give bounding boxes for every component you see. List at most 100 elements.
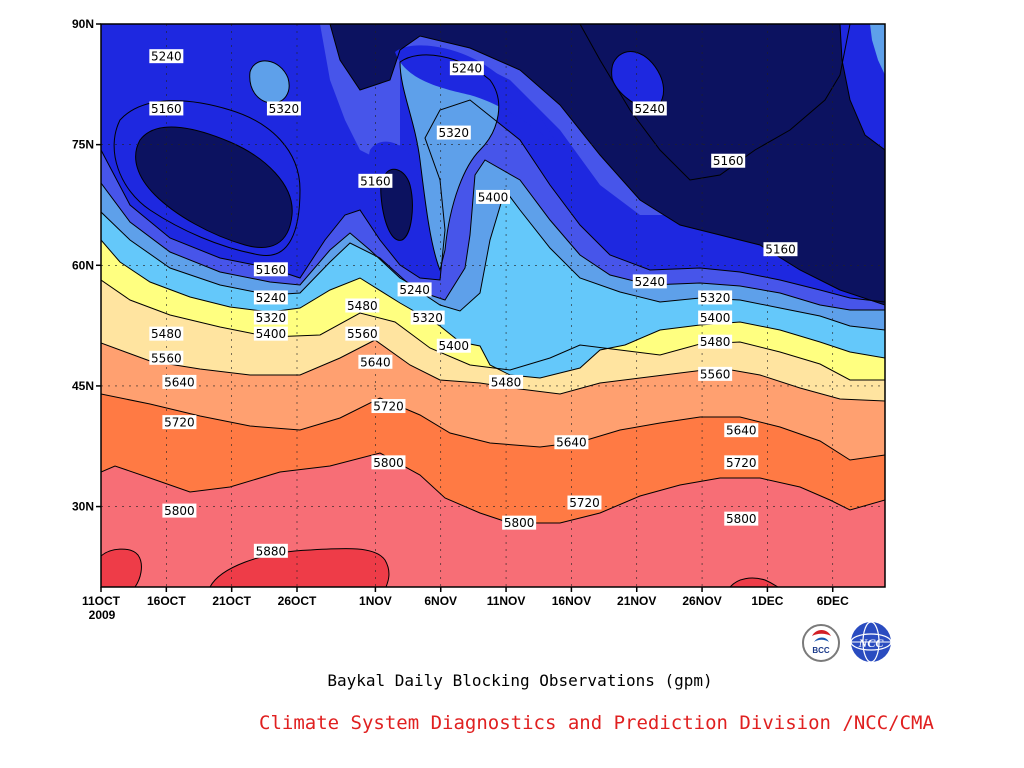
contour-label-text: 5400 — [439, 339, 470, 353]
contour-label-bg — [502, 515, 537, 530]
contour-label: 5800 — [502, 515, 537, 530]
x-tick-label: 1DEC — [751, 594, 783, 608]
island-5160-oct-core — [135, 127, 293, 248]
y-tick-label: 75N — [72, 138, 94, 152]
contour-line-5160-nov — [380, 168, 413, 241]
contour-label-bg — [724, 455, 759, 470]
x-year-label: 2009 — [89, 608, 116, 622]
contour-label-text: 5800 — [164, 504, 195, 518]
y-tick-label: 60N — [72, 258, 94, 272]
contour-line-5320-oct-island — [249, 60, 290, 104]
contour-line-5880-left — [101, 548, 142, 587]
contour-line-edge-right — [839, 24, 885, 151]
contour-label-bg — [436, 338, 471, 353]
contour-label-text: 5160 — [360, 174, 391, 188]
contour-label: 5240 — [149, 49, 184, 64]
contour-label: 5320 — [698, 290, 733, 305]
contour-label-text: 5160 — [713, 154, 744, 168]
contour-label-bg — [436, 125, 471, 140]
contour-label-bg — [567, 495, 602, 510]
contour-line-5880-mid — [209, 548, 390, 587]
contour-label-bg — [371, 399, 406, 414]
contour-label: 5640 — [724, 423, 759, 438]
contour-label: 5320 — [436, 125, 471, 140]
contour-label-text: 5320 — [256, 311, 287, 325]
contour-label: 5240 — [449, 61, 484, 76]
contour-label: 5160 — [358, 173, 393, 188]
contour-line-5800 — [101, 452, 885, 524]
band-blue-edge-right — [840, 24, 885, 150]
contour-label-bg — [149, 49, 184, 64]
contour-label-bg — [162, 374, 197, 389]
island-5880-mid — [210, 548, 389, 587]
contour-label-text: 5160 — [765, 243, 796, 257]
contour-label: 5400 — [698, 310, 733, 325]
contour-line-5480 — [101, 239, 885, 379]
contour-label-text: 5720 — [373, 400, 404, 414]
contour-label: 5560 — [345, 326, 380, 341]
x-tick-label: 11OCT — [82, 594, 121, 608]
contour-label: 5160 — [149, 101, 184, 116]
band-lightblue-edge-right — [870, 24, 885, 75]
band-5160-nw — [330, 24, 885, 305]
contour-label: 5800 — [162, 503, 197, 518]
contour-label-text: 5160 — [256, 263, 287, 277]
contour-label: 5240 — [632, 274, 667, 289]
contour-label-bg — [358, 354, 393, 369]
contour-label-text: 5480 — [491, 375, 522, 389]
contour-label-text: 5640 — [726, 424, 757, 438]
contour-label-bg — [253, 310, 288, 325]
contour-label: 5800 — [724, 511, 759, 526]
contour-label-bg — [358, 173, 393, 188]
contour-label-text: 5720 — [569, 496, 600, 510]
contour-label-bg — [149, 350, 184, 365]
contour-label-text: 5320 — [700, 291, 731, 305]
contour-label-text: 5800 — [373, 456, 404, 470]
contour-label-bg — [698, 290, 733, 305]
contour-label: 5800 — [371, 455, 406, 470]
bcc-logo-text: BCC — [812, 646, 830, 655]
contour-line-5720 — [101, 393, 885, 461]
contour-label-text: 5640 — [556, 436, 587, 450]
contour-label-bg — [253, 326, 288, 341]
contour-line-5880-right — [729, 577, 779, 587]
x-tick-label: 21OCT — [212, 594, 251, 608]
contour-label: 5640 — [358, 354, 393, 369]
contour-label-text: 5320 — [412, 311, 443, 325]
contour-line-5160-oct — [135, 126, 293, 248]
contour-label-bg — [724, 511, 759, 526]
contour-label: 5880 — [253, 543, 288, 558]
contour-label: 5640 — [554, 435, 589, 450]
contour-label: 5400 — [436, 338, 471, 353]
contour-label: 5720 — [371, 399, 406, 414]
contour-label: 5640 — [162, 374, 197, 389]
contour-label: 5160 — [763, 242, 798, 257]
contour-label-bg — [632, 274, 667, 289]
contour-line-5240-oct — [113, 100, 301, 257]
contour-label-text: 5640 — [360, 355, 391, 369]
contour-label-text: 5240 — [399, 283, 430, 297]
footer-credit: Climate System Diagnostics and Predictio… — [259, 712, 934, 734]
contour-label: 5320 — [410, 310, 445, 325]
x-tick-label: 26NOV — [682, 594, 721, 608]
contour-label-text: 5560 — [700, 367, 731, 381]
contour-label: 5160 — [711, 153, 746, 168]
contour-line-upper-right — [579, 24, 851, 181]
contour-label: 5480 — [489, 374, 524, 389]
contour-label-bg — [162, 503, 197, 518]
contour-label-bg — [162, 415, 197, 430]
contour-label-bg — [698, 366, 733, 381]
contour-label-bg — [449, 61, 484, 76]
contour-label-text: 5400 — [700, 311, 731, 325]
contour-label-bg — [554, 435, 589, 450]
island-5880-right — [730, 578, 778, 587]
contour-label-bg — [763, 242, 798, 257]
contour-label-bg — [711, 153, 746, 168]
contour-label-bg — [149, 326, 184, 341]
contour-label-bg — [345, 326, 380, 341]
contour-label: 5320 — [266, 101, 301, 116]
x-tick-label: 11NOV — [487, 594, 526, 608]
contour-label-text: 5720 — [726, 456, 757, 470]
island-5240-dec — [611, 51, 664, 109]
